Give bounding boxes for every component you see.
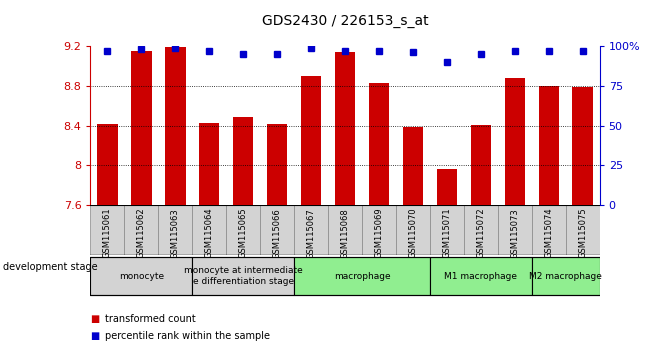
Bar: [192, 205, 226, 255]
Bar: [470, 125, 491, 205]
Text: GSM115067: GSM115067: [307, 208, 316, 258]
Bar: [362, 205, 396, 255]
Text: GSM115065: GSM115065: [239, 208, 248, 258]
Bar: [301, 76, 322, 205]
Bar: [90, 257, 192, 295]
Bar: [125, 205, 158, 255]
Bar: [335, 52, 355, 205]
Text: transformed count: transformed count: [105, 314, 196, 324]
Bar: [532, 257, 600, 295]
Text: monocyte: monocyte: [119, 272, 164, 281]
Bar: [158, 205, 192, 255]
Text: GSM115068: GSM115068: [340, 208, 350, 258]
Bar: [226, 205, 260, 255]
Bar: [328, 205, 362, 255]
Bar: [498, 205, 532, 255]
Text: M2 macrophage: M2 macrophage: [529, 272, 602, 281]
Bar: [294, 205, 328, 255]
Text: GDS2430 / 226153_s_at: GDS2430 / 226153_s_at: [262, 14, 428, 28]
Bar: [260, 205, 294, 255]
Bar: [233, 117, 253, 205]
Text: GSM115074: GSM115074: [544, 208, 553, 258]
Bar: [294, 257, 430, 295]
Bar: [396, 205, 430, 255]
Text: GSM115062: GSM115062: [137, 208, 146, 258]
Bar: [90, 205, 125, 255]
Text: ■: ■: [90, 331, 100, 341]
Bar: [165, 47, 186, 205]
Text: GSM115061: GSM115061: [103, 208, 112, 258]
Text: GSM115071: GSM115071: [442, 208, 452, 258]
Text: GSM115066: GSM115066: [273, 208, 281, 258]
Bar: [539, 86, 559, 205]
Bar: [464, 205, 498, 255]
Text: macrophage: macrophage: [334, 272, 391, 281]
Bar: [403, 127, 423, 205]
Bar: [572, 87, 593, 205]
Text: GSM115064: GSM115064: [205, 208, 214, 258]
Text: monocyte at intermediate
e differentiation stage: monocyte at intermediate e differentiati…: [184, 267, 303, 286]
Text: percentile rank within the sample: percentile rank within the sample: [105, 331, 270, 341]
Text: GSM115069: GSM115069: [375, 208, 383, 258]
Text: GSM115072: GSM115072: [476, 208, 485, 258]
Text: development stage: development stage: [3, 262, 98, 272]
Bar: [267, 124, 287, 205]
Bar: [192, 257, 294, 295]
Text: ■: ■: [90, 314, 100, 324]
Bar: [131, 51, 151, 205]
Bar: [430, 205, 464, 255]
Text: GSM115070: GSM115070: [409, 208, 417, 258]
Bar: [369, 83, 389, 205]
Bar: [532, 205, 565, 255]
Bar: [199, 123, 220, 205]
Bar: [565, 205, 600, 255]
Text: GSM115073: GSM115073: [511, 208, 519, 258]
Bar: [437, 170, 457, 205]
Text: GSM115063: GSM115063: [171, 208, 180, 258]
Text: GSM115075: GSM115075: [578, 208, 587, 258]
Bar: [97, 124, 118, 205]
Bar: [430, 257, 532, 295]
Bar: [505, 78, 525, 205]
Text: M1 macrophage: M1 macrophage: [444, 272, 517, 281]
